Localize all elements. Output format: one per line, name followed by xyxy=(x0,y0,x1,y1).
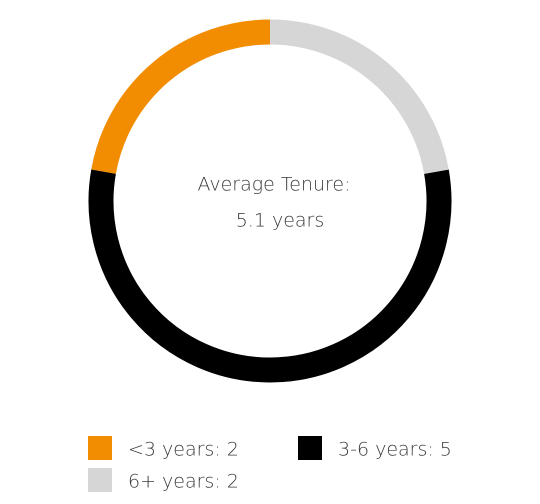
legend-swatch xyxy=(88,468,112,492)
legend-swatch xyxy=(298,436,322,460)
donut-segment xyxy=(269,19,449,174)
legend-swatch xyxy=(88,436,112,460)
center-value: 5.1 years xyxy=(236,210,325,232)
legend-label: <3 years: 2 xyxy=(128,439,239,461)
donut-segment xyxy=(88,169,452,383)
donut-segment xyxy=(91,19,271,174)
legend-label: 6+ years: 2 xyxy=(128,471,239,493)
center-title: Average Tenure: xyxy=(197,174,350,196)
legend-label: 3-6 years: 5 xyxy=(338,439,452,461)
